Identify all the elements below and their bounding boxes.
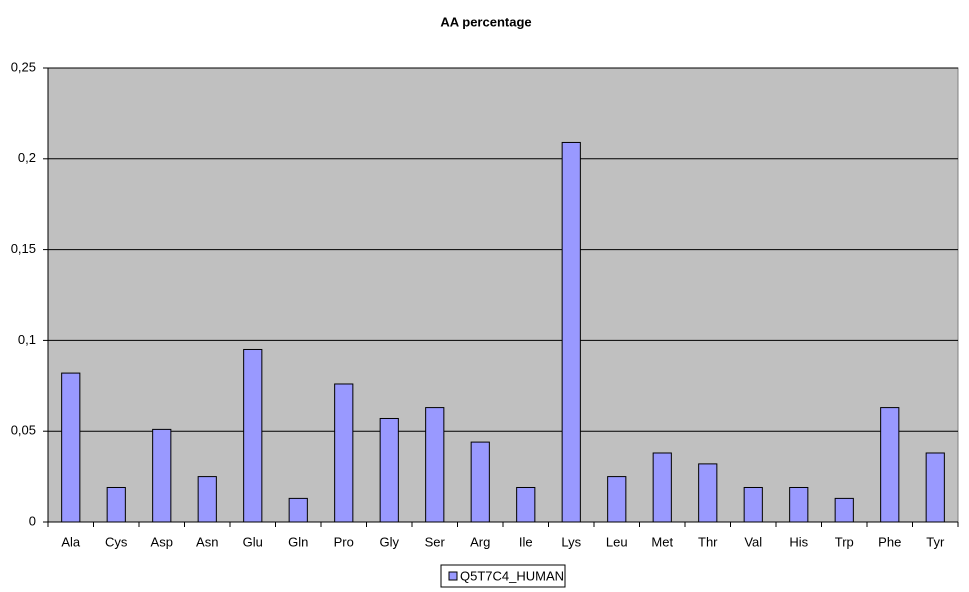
bar: [152, 428, 172, 523]
bar: [743, 486, 763, 523]
bar: [698, 463, 718, 523]
x-tick-label: Trp: [835, 534, 854, 549]
legend-swatch: [448, 571, 458, 581]
x-tick-label: Val: [744, 534, 762, 549]
x-tick-label: Phe: [878, 534, 901, 549]
bar: [834, 497, 854, 523]
y-tick-label: 0,05: [11, 423, 36, 438]
x-tick-label: Met: [651, 534, 673, 549]
legend-box: [440, 564, 566, 588]
bar: [106, 486, 126, 523]
bar: [288, 497, 308, 523]
x-tick-label: Thr: [698, 534, 718, 549]
bar: [607, 476, 627, 523]
bar: [243, 348, 263, 523]
x-tick-label: Asp: [151, 534, 173, 549]
x-tick-label: His: [789, 534, 808, 549]
x-tick-label: Tyr: [926, 534, 945, 549]
legend-label: Q5T7C4_HUMAN: [460, 568, 564, 583]
x-tick-label: Gly: [380, 534, 400, 549]
x-tick-label: Arg: [470, 534, 490, 549]
bar: [516, 486, 536, 523]
x-tick-label: Ala: [61, 534, 81, 549]
bar: [61, 372, 81, 523]
x-tick-label: Gln: [288, 534, 308, 549]
bar: [425, 407, 445, 523]
bar: [379, 417, 399, 523]
y-tick-label: 0,1: [18, 332, 36, 347]
bar: [470, 441, 490, 523]
y-tick-label: 0,25: [11, 59, 36, 74]
x-tick-label: Pro: [334, 534, 354, 549]
x-tick-label: Cys: [105, 534, 128, 549]
bar: [652, 452, 672, 523]
x-tick-label: Ile: [519, 534, 533, 549]
y-tick-label: 0,15: [11, 241, 36, 256]
bar: [197, 476, 217, 523]
x-tick-label: Glu: [243, 534, 263, 549]
x-tick-label: Asn: [196, 534, 218, 549]
chart-title: AA percentage: [440, 14, 531, 29]
bar: [334, 383, 354, 523]
bar: [880, 407, 900, 523]
y-tick-label: 0,2: [18, 150, 36, 165]
bar: [561, 141, 581, 523]
bar: [789, 486, 809, 523]
x-tick-label: Lys: [561, 534, 581, 549]
x-tick-label: Ser: [425, 534, 446, 549]
bar: [925, 452, 945, 523]
x-tick-label: Leu: [606, 534, 628, 549]
plot-area: [47, 67, 959, 523]
y-tick-label: 0: [29, 513, 36, 528]
